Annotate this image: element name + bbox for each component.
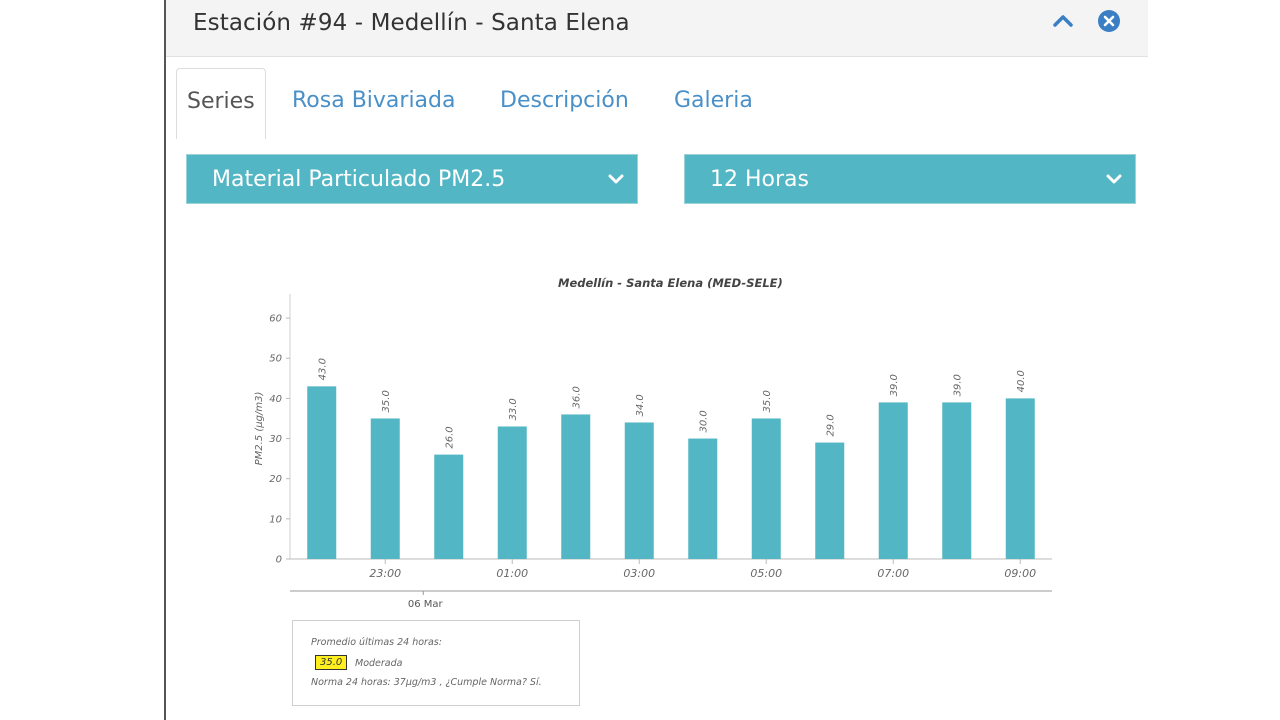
bar-value-label: 33.0	[508, 398, 519, 420]
y-tick-label: 30	[269, 434, 282, 445]
bar-value-label: 35.0	[762, 390, 773, 412]
y-tick-label: 20	[269, 474, 282, 485]
date-label: 06 Mar	[408, 599, 444, 610]
x-tick-label: 03:00	[623, 567, 655, 580]
bar	[751, 418, 781, 559]
period-select[interactable]: 12 Horas	[684, 154, 1136, 204]
close-button[interactable]	[1096, 8, 1122, 34]
y-tick-label: 50	[269, 354, 282, 365]
y-tick-label: 0	[276, 555, 282, 566]
bar-value-label: 39.0	[952, 374, 963, 396]
bar	[434, 454, 464, 559]
chart-title: Medellín - Santa Elena (MED-SELE)	[558, 276, 783, 290]
period-select-value: 12 Horas	[710, 167, 809, 192]
legend-average-label: Promedio últimas 24 horas:	[311, 637, 442, 648]
chevron-down-icon	[1106, 174, 1122, 184]
air-quality-category: Moderada	[355, 658, 403, 669]
collapse-button[interactable]	[1050, 8, 1076, 34]
legend-norm-text: Norma 24 horas: 37µg/m3 , ¿Cumple Norma?…	[311, 677, 542, 688]
bar-value-label: 43.0	[317, 358, 328, 380]
bar	[688, 438, 718, 559]
pm25-bar-chart: 0 10 20 30 40 50 60 PM2.5 (µg/m3) 43.0 35.0 26.0 33…	[254, 294, 1052, 610]
bar	[942, 402, 972, 559]
station-title: Estación #94 - Medellín - Santa Elena	[193, 10, 630, 36]
x-tick-label: 23:00	[369, 567, 401, 580]
y-tick-label: 40	[269, 394, 282, 405]
bar-value-label: 34.0	[635, 394, 646, 416]
bar-value-label: 26.0	[444, 426, 455, 448]
tab-series[interactable]: Series	[176, 68, 266, 139]
x-tick-label: 09:00	[1004, 567, 1036, 580]
pollutant-select[interactable]: Material Particulado PM2.5	[186, 154, 638, 204]
x-tick-label: 01:00	[496, 567, 528, 580]
bar	[815, 442, 845, 559]
tab-rosa-bivariada[interactable]: Rosa Bivariada	[292, 88, 456, 113]
close-circle-icon	[1098, 10, 1120, 32]
bar	[878, 402, 908, 559]
bar	[497, 426, 527, 559]
y-axis-label: PM2.5 (µg/m3)	[254, 392, 265, 466]
chevron-up-icon	[1053, 15, 1073, 27]
bar-value-label: 35.0	[381, 390, 392, 412]
tab-descripcion[interactable]: Descripción	[500, 88, 629, 113]
tab-galeria[interactable]: Galeria	[674, 88, 753, 113]
bar-value-label: 29.0	[825, 414, 836, 436]
average-value-badge: 35.0	[315, 655, 348, 670]
y-tick-label: 10	[269, 514, 282, 525]
average-legend: Promedio últimas 24 horas: 35.0 Moderada…	[292, 620, 580, 706]
bar-value-label: 40.0	[1016, 370, 1027, 392]
x-tick-label: 05:00	[750, 567, 782, 580]
bar-value-label: 30.0	[698, 410, 709, 432]
bar-value-label: 39.0	[889, 374, 900, 396]
bar	[561, 414, 591, 559]
bar	[307, 386, 337, 559]
y-tick-label: 60	[269, 314, 282, 325]
bar-value-label: 36.0	[571, 386, 582, 408]
x-tick-label: 07:00	[877, 567, 909, 580]
panel-header: Estación #94 - Medellín - Santa Elena	[166, 0, 1148, 57]
chevron-down-icon	[608, 174, 624, 184]
pollutant-select-value: Material Particulado PM2.5	[212, 167, 506, 192]
bar	[1005, 398, 1035, 559]
bar	[624, 422, 654, 559]
station-panel: Estación #94 - Medellín - Santa Elena Se…	[164, 0, 1148, 720]
bar	[370, 418, 400, 559]
